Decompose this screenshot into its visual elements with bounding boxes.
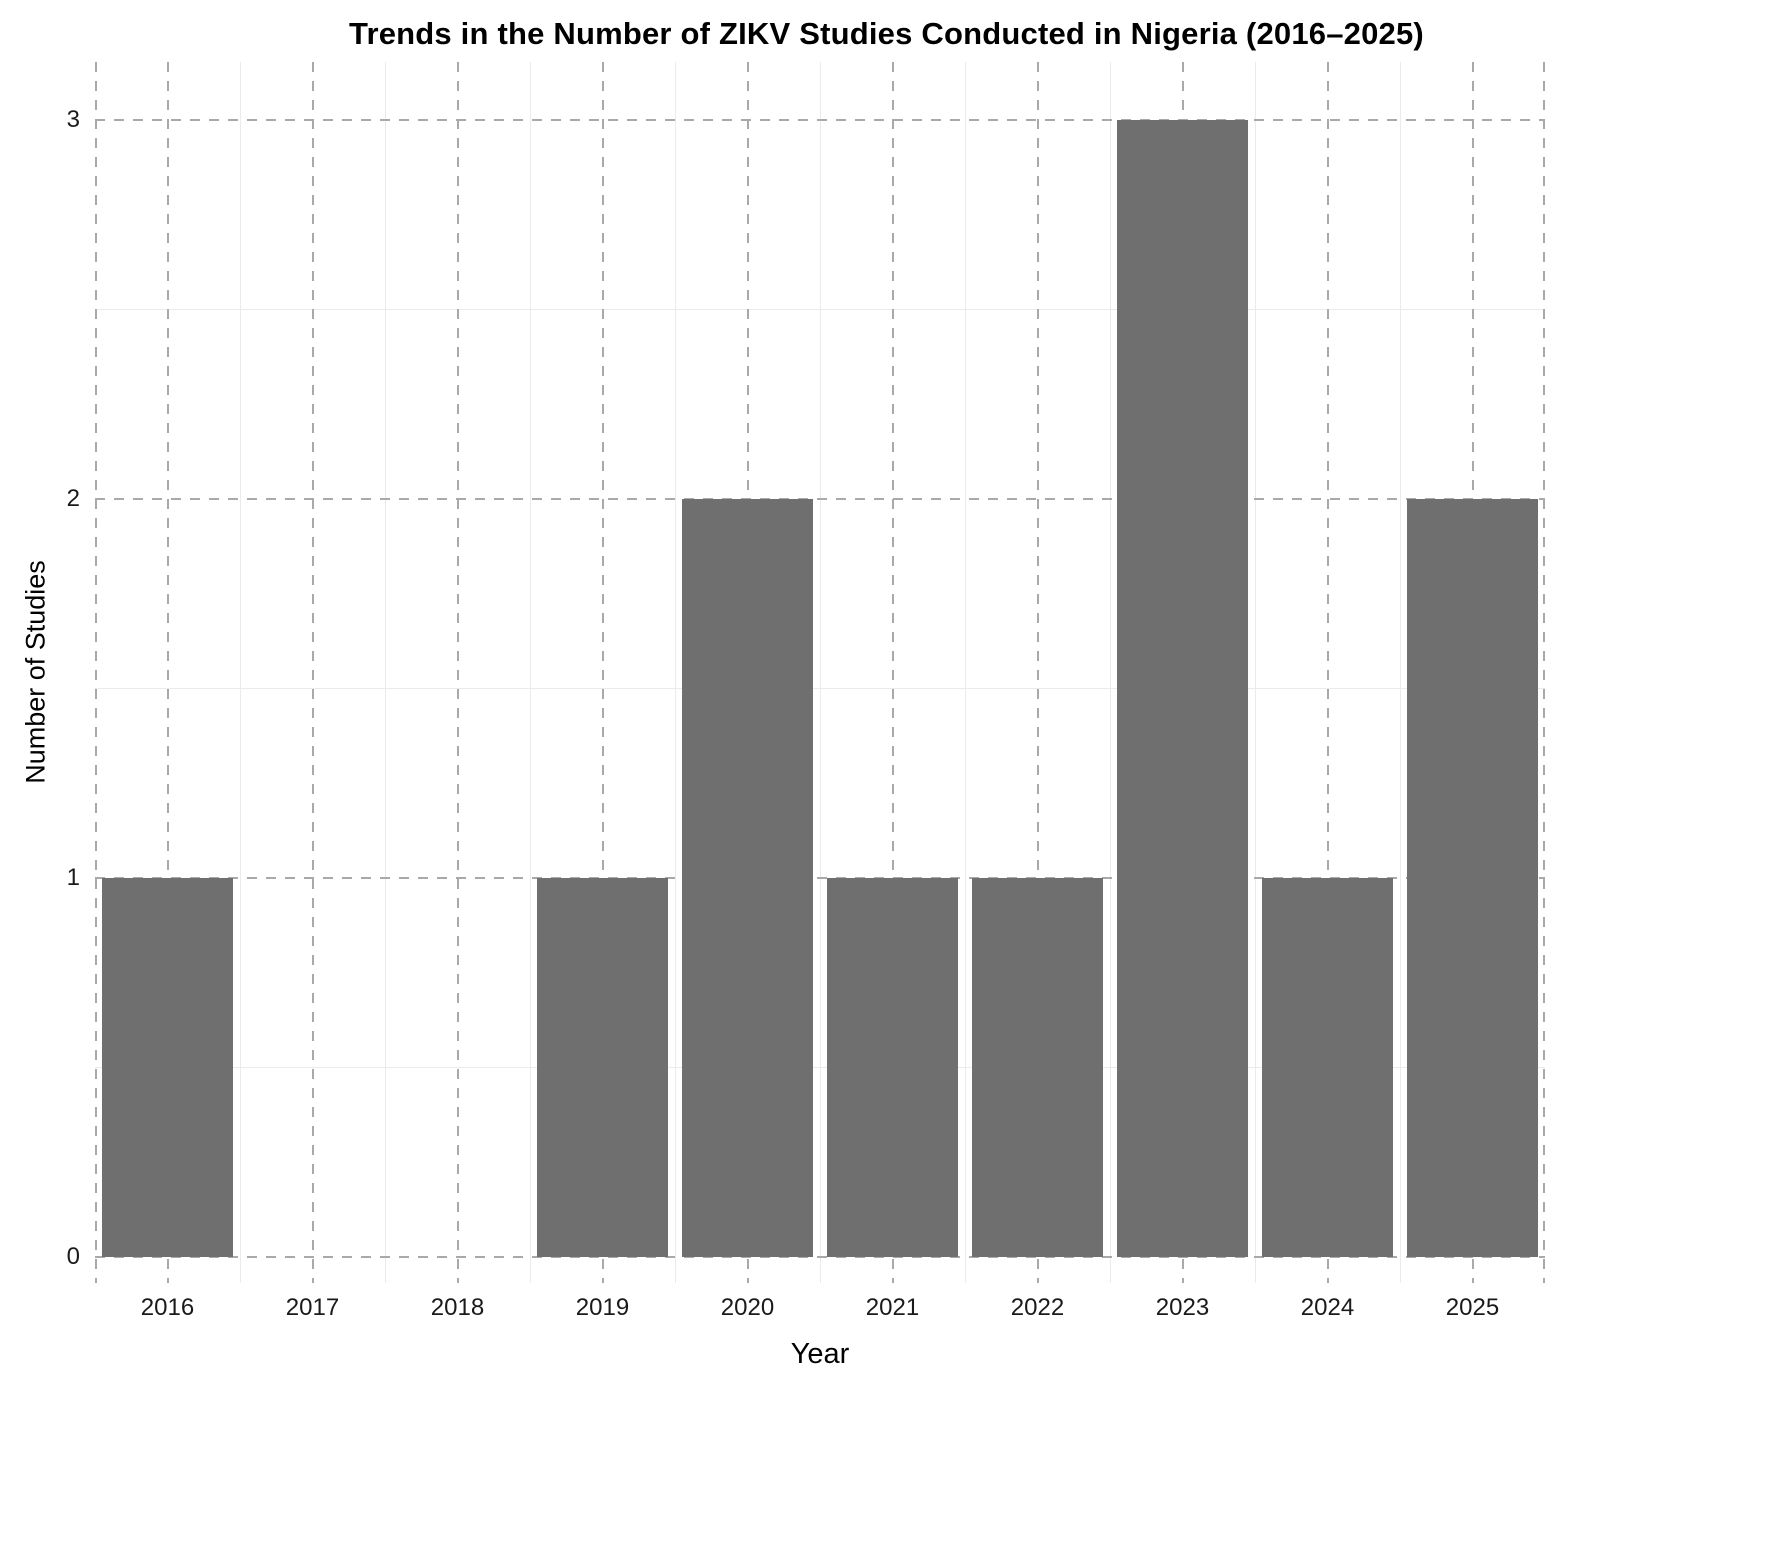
y-axis-label: Number of Studies (20, 560, 51, 784)
major-gridline-vertical (1036, 62, 1039, 1283)
minor-gridline-vertical (1399, 62, 1401, 1283)
minor-gridline-vertical (1254, 62, 1256, 1283)
minor-gridline-vertical (384, 62, 386, 1283)
major-gridline-vertical (311, 62, 314, 1283)
x-tick-label: 2025 (1445, 1294, 1500, 1321)
x-tick-label: 2024 (1300, 1294, 1355, 1321)
y-tick-label: 1 (66, 864, 80, 891)
x-tick-label: 2023 (1155, 1294, 1210, 1321)
minor-gridline-vertical (1109, 62, 1111, 1283)
x-tick-label: 2021 (865, 1294, 920, 1321)
x-tick-label: 2020 (720, 1294, 775, 1321)
minor-gridline-vertical (239, 62, 241, 1283)
x-tick-label: 2018 (430, 1294, 485, 1321)
y-tick-label: 0 (66, 1243, 80, 1270)
major-gridline-horizontal (95, 877, 1545, 879)
major-gridline-horizontal (95, 119, 1545, 121)
plot-area (95, 62, 1545, 1283)
major-gridline-vertical (891, 62, 894, 1283)
chart-title: Trends in the Number of ZIKV Studies Con… (349, 16, 1424, 51)
bar-2021 (827, 878, 958, 1257)
bar-2024 (1262, 878, 1393, 1257)
minor-gridline-vertical (529, 62, 531, 1283)
panel-edge-gridline-left (95, 62, 97, 1283)
minor-gridline-vertical (819, 62, 821, 1283)
y-tick-label: 3 (66, 106, 80, 133)
minor-gridline-vertical (964, 62, 966, 1283)
x-tick-label: 2016 (140, 1294, 195, 1321)
major-gridline-vertical (166, 62, 169, 1283)
major-gridline-horizontal (95, 1256, 1545, 1258)
bar-2016 (102, 878, 233, 1257)
major-gridline-vertical (601, 62, 604, 1283)
bar-2025 (1407, 499, 1538, 1257)
x-tick-label: 2022 (1010, 1294, 1065, 1321)
major-gridline-vertical (456, 62, 459, 1283)
minor-gridline-vertical (674, 62, 676, 1283)
bar-2019 (537, 878, 668, 1257)
major-gridline-vertical (1326, 62, 1329, 1283)
x-tick-label: 2017 (285, 1294, 340, 1321)
bar-2020 (682, 499, 813, 1257)
x-axis-label: Year (790, 1338, 850, 1370)
panel-edge-gridline-right (1543, 62, 1545, 1283)
x-tick-label: 2019 (575, 1294, 630, 1321)
bar-2023 (1117, 120, 1248, 1257)
y-tick-label: 2 (66, 485, 80, 512)
bar-2022 (972, 878, 1103, 1257)
major-gridline-horizontal (95, 498, 1545, 500)
